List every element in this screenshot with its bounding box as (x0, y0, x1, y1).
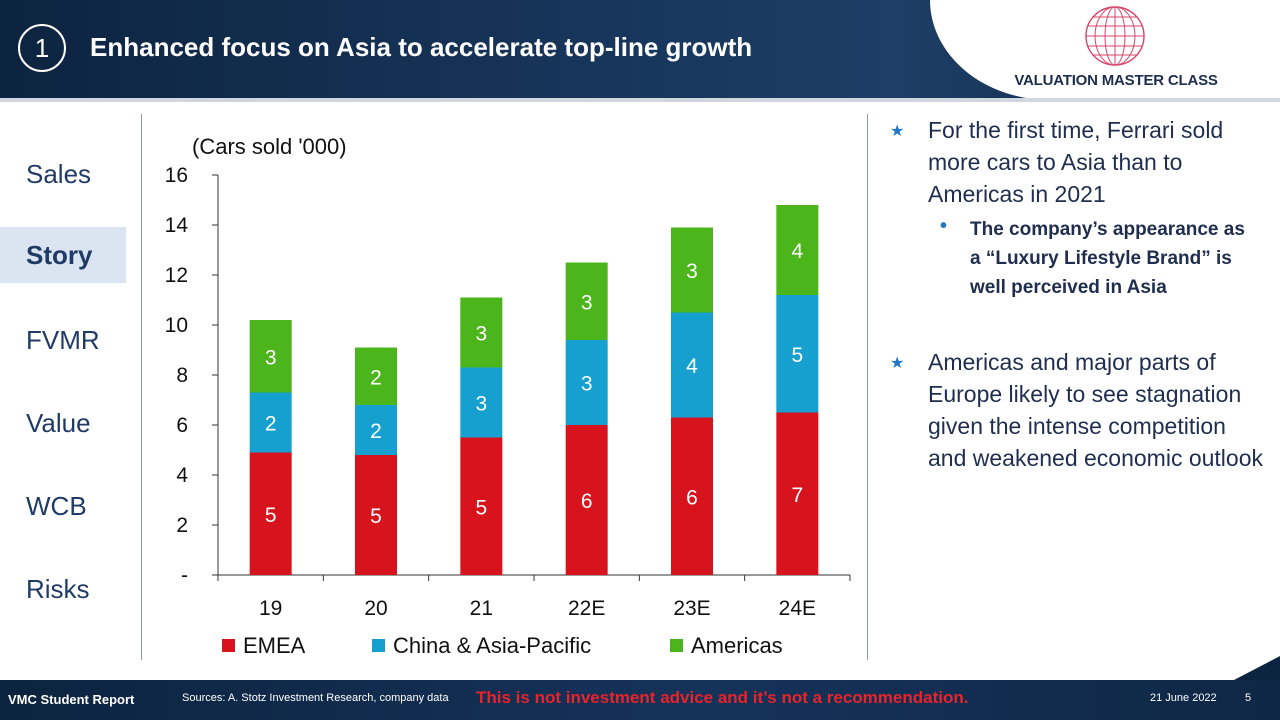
bar-segment (565, 425, 608, 575)
nav-item-label: Story (26, 239, 93, 270)
nav-item-story[interactable]: Story (0, 227, 126, 283)
content-divider (867, 114, 868, 660)
header-divider (0, 98, 1280, 102)
bar-segment (565, 340, 608, 425)
data-label: 5 (370, 505, 382, 528)
bar-segment (460, 437, 503, 575)
bar-segment (355, 347, 397, 405)
legend-label: China & Asia-Pacific (393, 633, 591, 658)
x-tick-label: 19 (259, 597, 282, 620)
nav-item-wcb[interactable]: WCB (0, 478, 126, 534)
x-tick-label: 24E (779, 597, 816, 620)
data-label: 2 (265, 413, 277, 436)
bar-segment (249, 452, 292, 575)
bar-segment (671, 227, 713, 313)
bar-segment (355, 405, 397, 455)
sources-text: Sources: A. Stotz Investment Research, c… (182, 692, 449, 704)
nav-item-fvmr[interactable]: FVMR (0, 312, 126, 368)
chart-unit-label: (Cars sold '000) (192, 134, 347, 159)
slide-title: Enhanced focus on Asia to accelerate top… (90, 32, 753, 62)
stacked-bar-chart: (Cars sold '000)-24681012141619523205222… (165, 134, 851, 658)
bar-segment (249, 392, 292, 453)
globe-logo-icon (1085, 6, 1145, 66)
bullet-1-text: For the first time, Ferrari sold more ca… (928, 117, 1224, 207)
slide-footer: VMC Student Report Sources: A. Stotz Inv… (0, 680, 1280, 720)
nav-divider (141, 114, 142, 660)
nav-item-risks[interactable]: Risks (0, 561, 126, 617)
x-tick-label: 23E (673, 597, 710, 620)
legend-swatch (372, 639, 385, 652)
data-label: 2 (370, 420, 382, 443)
y-tick-label: 4 (176, 464, 188, 487)
bullet-2-text: Americas and major parts of Europe likel… (928, 349, 1264, 471)
nav-item-label: Sales (26, 158, 92, 189)
data-label: 3 (265, 346, 277, 369)
report-label: VMC Student Report (8, 692, 135, 707)
data-label: 3 (581, 291, 593, 314)
data-label: 7 (791, 484, 803, 507)
data-label: 5 (475, 496, 487, 519)
bar-segment (355, 455, 397, 575)
bar-segment (460, 297, 503, 368)
nav-item-sales[interactable]: Sales (0, 146, 126, 202)
y-tick-label: 12 (165, 264, 188, 287)
data-label: 6 (686, 486, 698, 509)
bar-segment (249, 320, 292, 393)
data-label: 5 (791, 344, 803, 367)
y-tick-label: 10 (165, 314, 188, 337)
disclaimer-text: This is not investment advice and it’s n… (476, 688, 969, 707)
data-label: 3 (686, 260, 698, 283)
data-label: 3 (475, 393, 487, 416)
data-label: 6 (581, 490, 593, 513)
x-tick-label: 20 (364, 597, 387, 620)
data-label: 4 (686, 355, 698, 378)
y-tick-label: 2 (176, 514, 188, 537)
section-number: 1 (34, 32, 50, 63)
page-number: 5 (1245, 692, 1252, 704)
bullet-1-sub: The company’s appearance as a “Luxury Li… (970, 215, 1260, 302)
data-label: 4 (791, 240, 803, 263)
y-tick-label: - (181, 564, 188, 587)
bullet-1-sub-text: The company’s appearance as a “Luxury Li… (970, 219, 1245, 298)
bar-segment (565, 262, 608, 340)
nav-item-label: Risks (26, 573, 90, 604)
x-tick-label: 22E (568, 597, 605, 620)
data-label: 2 (370, 366, 382, 389)
y-tick-label: 8 (176, 364, 188, 387)
star-bullet-icon: ★ (890, 123, 905, 140)
section-number-badge: 1 (18, 24, 66, 72)
bar-segment (460, 367, 503, 438)
nav-item-label: FVMR (26, 324, 100, 355)
bar-segment (671, 312, 713, 418)
star-bullet-icon: ★ (890, 355, 905, 372)
footer-date: 21 June 2022 (1150, 692, 1217, 704)
y-tick-label: 6 (176, 414, 188, 437)
dot-bullet-icon: • (940, 215, 948, 237)
data-label: 5 (265, 504, 277, 527)
bar-segment (776, 205, 819, 295)
x-tick-label: 21 (470, 597, 493, 620)
bar-segment (776, 412, 819, 575)
y-tick-label: 16 (165, 164, 188, 187)
footer-corner (1234, 656, 1280, 680)
nav-item-label: WCB (26, 490, 87, 521)
logo-text: VALUATION MASTER CLASS (1014, 72, 1218, 89)
legend-label: Americas (691, 633, 783, 658)
data-label: 3 (581, 373, 593, 396)
legend-swatch (670, 639, 683, 652)
nav-item-value[interactable]: Value (0, 395, 126, 451)
bar-segment (776, 295, 819, 413)
legend-swatch (222, 639, 235, 652)
y-tick-label: 14 (165, 214, 189, 237)
legend-label: EMEA (243, 633, 306, 658)
bar-segment (671, 417, 713, 575)
nav-item-label: Value (26, 407, 91, 438)
data-label: 3 (475, 323, 487, 346)
